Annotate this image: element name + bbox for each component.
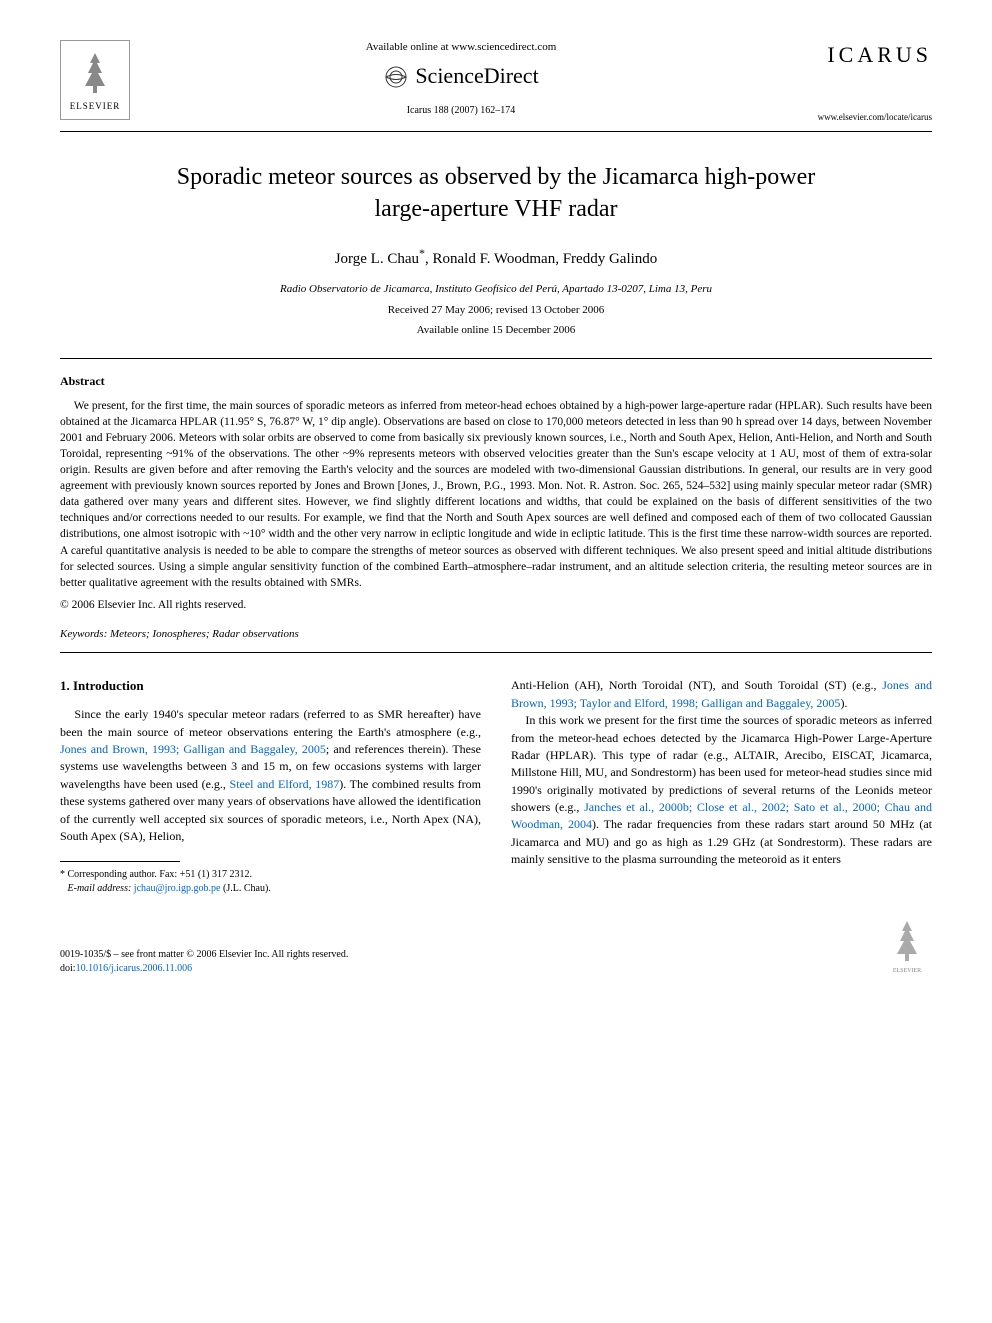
header-row: ELSEVIER Available online at www.science…: [60, 40, 932, 123]
intro-para-1: Since the early 1940's specular meteor r…: [60, 706, 481, 845]
email-link[interactable]: jchau@jro.igp.gob.pe: [134, 883, 221, 894]
svg-text:ELSEVIER: ELSEVIER: [893, 968, 921, 974]
abstract-heading: Abstract: [60, 373, 932, 390]
elsevier-logo: ELSEVIER: [60, 40, 130, 120]
body-columns: 1. Introduction Since the early 1940's s…: [60, 677, 932, 896]
doi-link[interactable]: 10.1016/j.icarus.2006.11.006: [76, 963, 193, 974]
journal-name: ICARUS: [792, 40, 932, 71]
publisher-name: ELSEVIER: [70, 100, 121, 113]
received-date: Received 27 May 2006; revised 13 October…: [60, 303, 932, 318]
copyright-line: © 2006 Elsevier Inc. All rights reserved…: [60, 597, 932, 613]
journal-url[interactable]: www.elsevier.com/locate/icarus: [792, 111, 932, 124]
sciencedirect-text: ScienceDirect: [415, 61, 538, 92]
citation-link[interactable]: Jones and Brown, 1993; Galligan and Bagg…: [60, 742, 326, 756]
author-list: Jorge L. Chau*, Ronald F. Woodman, Fredd…: [335, 251, 658, 267]
column-right: Anti-Helion (AH), North Toroidal (NT), a…: [511, 677, 932, 896]
journal-box: ICARUS www.elsevier.com/locate/icarus: [792, 40, 932, 123]
doi-line: doi:10.1016/j.icarus.2006.11.006: [60, 962, 348, 976]
journal-reference: Icarus 188 (2007) 162–174: [150, 104, 772, 118]
online-date: Available online 15 December 2006: [60, 323, 932, 338]
footnote-separator: [60, 861, 180, 862]
intro-para-2: In this work we present for the first ti…: [511, 712, 932, 869]
affiliation: Radio Observatorio de Jicamarca, Institu…: [60, 282, 932, 297]
intro-para-1-cont: Anti-Helion (AH), North Toroidal (NT), a…: [511, 677, 932, 712]
article-title: Sporadic meteor sources as observed by t…: [60, 162, 932, 224]
keywords: Keywords: Meteors; Ionospheres; Radar ob…: [60, 627, 932, 642]
footer-row: 0019-1035/$ – see front matter © 2006 El…: [60, 916, 932, 976]
available-online-text: Available online at www.sciencedirect.co…: [150, 40, 772, 55]
keywords-label: Keywords:: [60, 628, 107, 640]
divider-abstract-top: [60, 358, 932, 359]
title-line1: Sporadic meteor sources as observed by t…: [177, 164, 815, 190]
citation-link[interactable]: Steel and Elford, 1987: [230, 777, 340, 791]
footnote-email: E-mail address: jchau@jro.igp.gob.pe (J.…: [60, 882, 481, 896]
intro-heading: 1. Introduction: [60, 677, 481, 696]
footnote-corresponding: * Corresponding author. Fax: +51 (1) 317…: [60, 868, 481, 882]
elsevier-tree-icon: ELSEVIER: [882, 916, 932, 976]
sciencedirect-brand: ScienceDirect: [150, 61, 772, 92]
issn-line: 0019-1035/$ – see front matter © 2006 El…: [60, 948, 348, 962]
center-header: Available online at www.sciencedirect.co…: [130, 40, 792, 118]
abstract-body: We present, for the first time, the main…: [60, 398, 932, 591]
column-left: 1. Introduction Since the early 1940's s…: [60, 677, 481, 896]
tree-icon: [70, 48, 120, 98]
title-line2: large-aperture VHF radar: [375, 196, 618, 222]
divider-abstract-bottom: [60, 652, 932, 653]
divider-top: [60, 131, 932, 132]
keywords-text: Meteors; Ionospheres; Radar observations: [110, 628, 299, 640]
sciencedirect-icon: [383, 64, 409, 90]
authors: Jorge L. Chau*, Ronald F. Woodman, Fredd…: [60, 245, 932, 270]
footer-left: 0019-1035/$ – see front matter © 2006 El…: [60, 948, 348, 976]
